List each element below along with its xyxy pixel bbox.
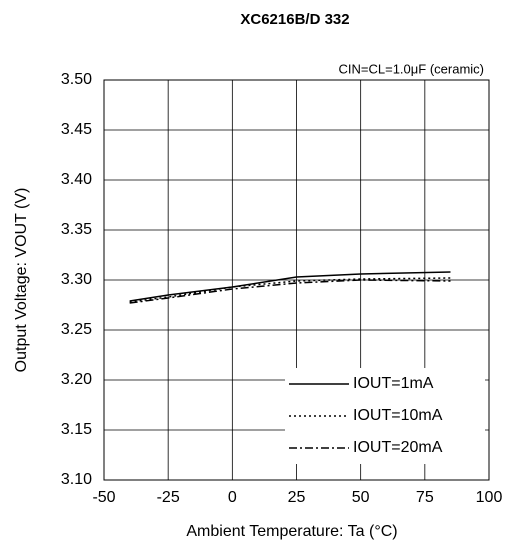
y-tick-label: 3.25 — [61, 321, 92, 338]
x-tick-label: 50 — [352, 489, 370, 506]
y-axis-label: Output Voltage: VOUT (V) — [13, 188, 30, 373]
series-line — [129, 271, 451, 302]
annotation: CIN=CL=1.0μF (ceramic) — [339, 61, 484, 76]
legend-label: IOUT=10mA — [353, 407, 443, 424]
y-tick-label: 3.15 — [61, 421, 92, 438]
series-line — [129, 279, 451, 304]
series-line — [129, 277, 451, 303]
legend-label: IOUT=20mA — [353, 439, 443, 456]
x-tick-label: 25 — [288, 489, 306, 506]
x-tick-label: -25 — [157, 489, 180, 506]
legend-label: IOUT=1mA — [353, 375, 434, 392]
y-tick-label: 3.40 — [61, 171, 92, 188]
y-tick-label: 3.30 — [61, 271, 92, 288]
x-tick-label: 0 — [228, 489, 237, 506]
x-tick-label: -50 — [92, 489, 115, 506]
y-tick-label: 3.20 — [61, 371, 92, 388]
chart-title: XC6216B/D 332 — [240, 11, 349, 28]
y-tick-label: 3.45 — [61, 121, 92, 138]
x-axis-label: Ambient Temperature: Ta (°C) — [186, 523, 397, 540]
x-tick-label: 100 — [476, 489, 503, 506]
y-tick-label: 3.10 — [61, 471, 92, 488]
y-tick-label: 3.50 — [61, 71, 92, 88]
x-tick-label: 75 — [416, 489, 434, 506]
y-tick-label: 3.35 — [61, 221, 92, 238]
